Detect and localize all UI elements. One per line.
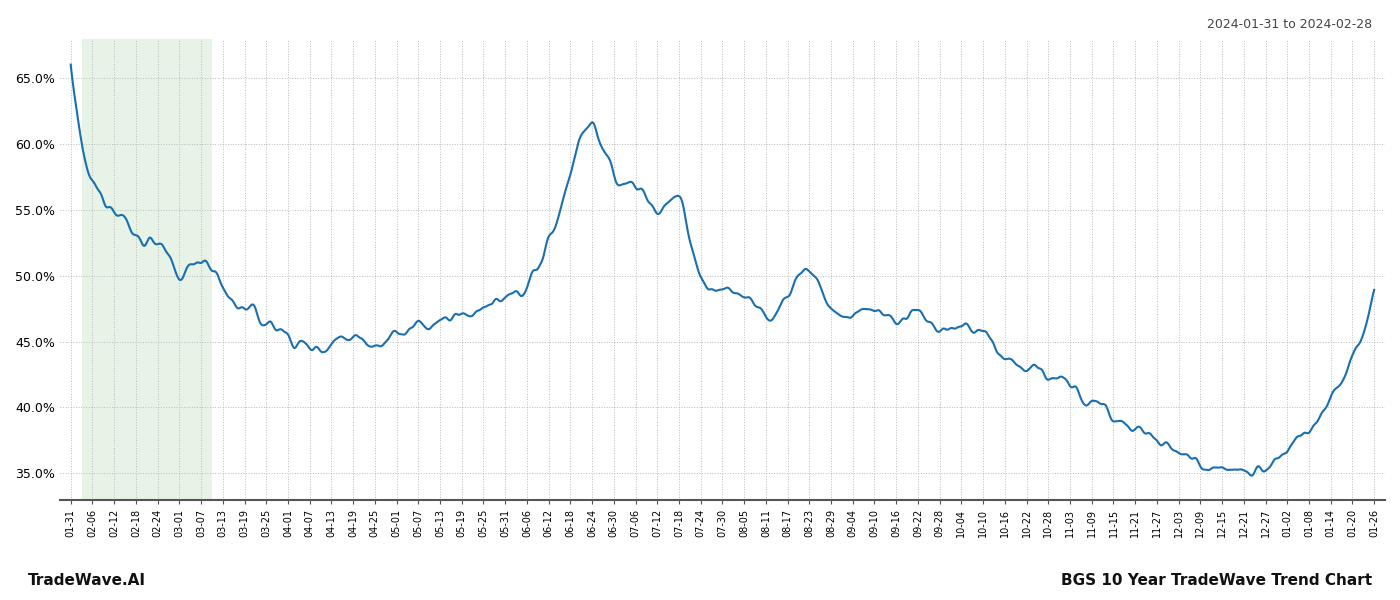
Bar <box>81 39 211 500</box>
Text: BGS 10 Year TradeWave Trend Chart: BGS 10 Year TradeWave Trend Chart <box>1061 573 1372 588</box>
Text: 2024-01-31 to 2024-02-28: 2024-01-31 to 2024-02-28 <box>1207 18 1372 31</box>
Text: TradeWave.AI: TradeWave.AI <box>28 573 146 588</box>
